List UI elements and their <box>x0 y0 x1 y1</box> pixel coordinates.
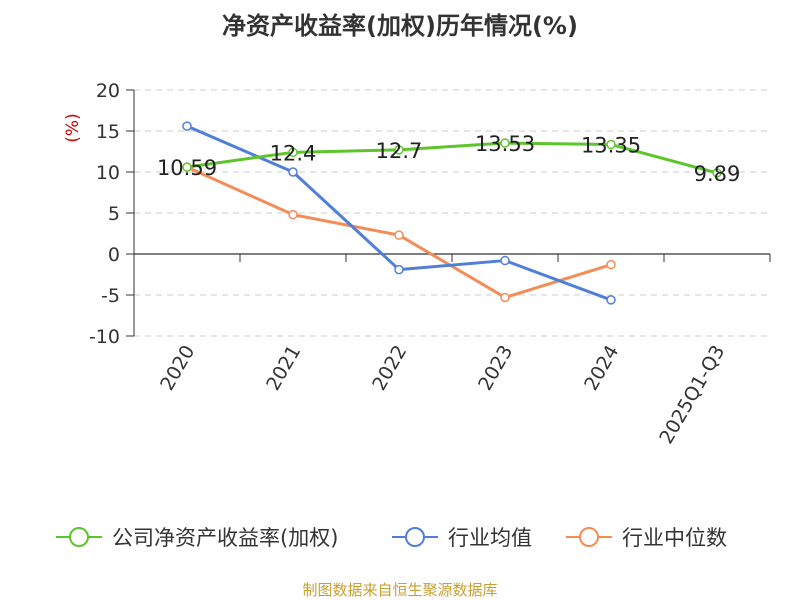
data-label: 12.7 <box>376 139 423 163</box>
data-label: 13.53 <box>475 132 535 156</box>
y-tick-label: 5 <box>108 203 120 225</box>
y-tick-label: 10 <box>96 162 120 184</box>
source-note: 制图数据来自恒生聚源数据库 <box>302 581 498 599</box>
data-point <box>500 255 510 266</box>
data-label: 9.89 <box>694 162 741 186</box>
y-tick-label: -10 <box>89 326 120 348</box>
data-point <box>500 292 510 303</box>
series-line <box>186 141 718 175</box>
y-axis-unit: (%) <box>63 113 83 142</box>
legend-marker <box>405 527 425 547</box>
x-tick-label: 2024 <box>580 342 623 395</box>
data-point <box>288 147 298 158</box>
data-label: 12.4 <box>270 141 317 165</box>
chart-title: 净资产收益率(加权)历年情况(%) <box>222 12 578 40</box>
x-tick-label: 2022 <box>368 342 411 395</box>
data-point <box>288 209 298 220</box>
x-tick-label: 2021 <box>262 342 305 395</box>
data-label: 13.35 <box>581 134 641 158</box>
data-point <box>394 230 404 240</box>
y-tick-label: -5 <box>101 285 120 307</box>
data-point <box>712 168 722 178</box>
x-tick-label: 2025Q1-Q3 <box>655 342 729 448</box>
legend-marker <box>69 527 89 547</box>
data-point <box>606 295 616 305</box>
y-tick-label: 15 <box>96 121 120 143</box>
x-tick-label: 2020 <box>156 342 199 395</box>
data-point <box>182 121 192 131</box>
data-point <box>394 145 404 155</box>
x-tick-label: 2023 <box>474 342 517 395</box>
data-point <box>606 139 616 150</box>
legend-marker <box>579 527 599 547</box>
data-point <box>394 264 404 275</box>
data-label: 10.59 <box>157 156 217 180</box>
y-tick-label: 20 <box>96 80 120 102</box>
data-point <box>288 167 298 177</box>
data-point <box>606 259 616 270</box>
legend-label: 公司净资产收益率(加权) <box>112 526 338 550</box>
legend-label: 行业中位数 <box>622 526 727 550</box>
legend-label: 行业均值 <box>448 526 532 550</box>
data-point <box>182 162 192 172</box>
y-tick-label: 0 <box>108 244 120 266</box>
data-point <box>500 138 510 148</box>
